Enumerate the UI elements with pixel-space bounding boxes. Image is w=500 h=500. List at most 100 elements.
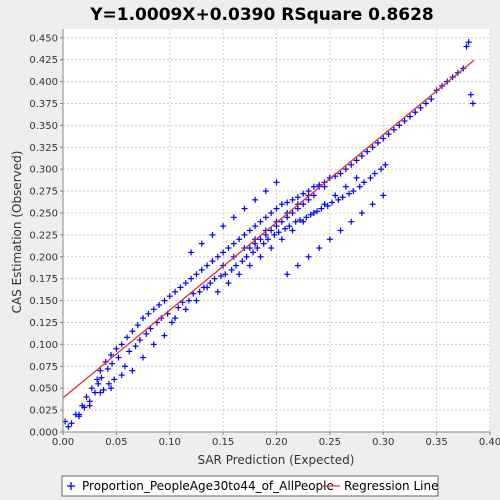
data-point bbox=[113, 345, 120, 352]
y-tick-label: 0.100 bbox=[29, 340, 58, 351]
data-point bbox=[463, 43, 470, 50]
data-point bbox=[168, 319, 175, 326]
data-point bbox=[380, 135, 387, 142]
data-point bbox=[214, 253, 221, 260]
data-point bbox=[356, 183, 363, 190]
data-point bbox=[214, 288, 221, 295]
data-point bbox=[268, 227, 275, 234]
data-point bbox=[262, 214, 269, 221]
legend-box bbox=[61, 475, 439, 497]
data-point bbox=[305, 253, 312, 260]
data-point bbox=[118, 341, 125, 348]
data-point bbox=[81, 404, 88, 411]
data-point bbox=[417, 104, 424, 111]
data-point bbox=[262, 188, 269, 195]
data-point bbox=[246, 245, 253, 252]
data-point bbox=[150, 306, 157, 313]
data-point bbox=[278, 201, 285, 208]
data-point bbox=[316, 245, 323, 252]
data-point bbox=[412, 109, 419, 116]
y-tick-label: 0.150 bbox=[29, 296, 58, 307]
data-point bbox=[284, 214, 291, 221]
data-point bbox=[284, 271, 291, 278]
data-point bbox=[318, 205, 325, 212]
data-point bbox=[124, 334, 131, 341]
data-point bbox=[282, 225, 289, 232]
x-tick-label: 0.40 bbox=[479, 437, 500, 448]
data-point bbox=[100, 386, 107, 393]
data-point bbox=[193, 271, 200, 278]
data-point bbox=[243, 253, 250, 260]
data-point bbox=[65, 423, 72, 430]
data-point bbox=[406, 113, 413, 120]
data-point bbox=[230, 214, 237, 221]
data-point bbox=[88, 385, 95, 392]
data-point bbox=[292, 218, 299, 225]
data-point bbox=[188, 275, 195, 282]
data-point bbox=[337, 170, 344, 177]
data-point bbox=[339, 194, 346, 201]
y-tick-label: 0.200 bbox=[29, 252, 58, 263]
data-point bbox=[271, 231, 278, 238]
data-point bbox=[257, 218, 264, 225]
data-point bbox=[374, 139, 381, 146]
legend-series-label: Proportion_PeopleAge30to44_of_AllPeople bbox=[82, 479, 334, 493]
data-point bbox=[300, 201, 307, 208]
data-point bbox=[132, 343, 139, 350]
data-point bbox=[222, 271, 229, 278]
data-point bbox=[241, 231, 248, 238]
legend: Proportion_PeopleAge30to44_of_AllPeople … bbox=[61, 475, 439, 497]
data-point bbox=[380, 192, 387, 199]
data-point bbox=[342, 166, 349, 173]
data-point bbox=[378, 166, 385, 173]
y-tick-label: 0.125 bbox=[29, 318, 58, 329]
data-point bbox=[284, 199, 291, 206]
data-point bbox=[467, 91, 474, 98]
data-point bbox=[198, 240, 205, 247]
data-point bbox=[321, 201, 328, 208]
data-point bbox=[211, 275, 218, 282]
y-tick-label: 0.075 bbox=[29, 362, 58, 373]
data-point bbox=[196, 288, 203, 295]
y-tick-label: 0.400 bbox=[29, 77, 58, 88]
data-point bbox=[118, 372, 125, 379]
data-point bbox=[230, 240, 237, 247]
data-point bbox=[385, 131, 392, 138]
x-tick-label: 0.05 bbox=[105, 437, 127, 448]
x-tick-label: 0.00 bbox=[52, 437, 74, 448]
data-point bbox=[182, 306, 189, 313]
x-tick-label: 0.10 bbox=[159, 437, 181, 448]
data-point bbox=[76, 411, 83, 418]
data-point bbox=[108, 351, 115, 358]
y-tick-label: 0.225 bbox=[29, 230, 58, 241]
x-axis-label: SAR Prediction (Expected) bbox=[198, 453, 355, 467]
data-point bbox=[310, 209, 317, 216]
data-point bbox=[367, 174, 374, 181]
data-point bbox=[369, 144, 376, 151]
data-point bbox=[465, 39, 472, 46]
data-point bbox=[289, 209, 296, 216]
data-point bbox=[358, 209, 365, 216]
data-point bbox=[143, 330, 150, 337]
data-point bbox=[268, 209, 275, 216]
data-point bbox=[348, 218, 355, 225]
data-point bbox=[268, 245, 275, 252]
data-point bbox=[335, 196, 342, 203]
data-point bbox=[121, 363, 128, 370]
data-point bbox=[140, 315, 147, 322]
data-point bbox=[254, 245, 261, 252]
data-point bbox=[305, 196, 312, 203]
data-point bbox=[275, 229, 282, 236]
data-point bbox=[246, 227, 253, 234]
data-point bbox=[257, 253, 264, 260]
data-point bbox=[150, 341, 157, 348]
data-point bbox=[273, 179, 280, 186]
y-tick-label: 0.300 bbox=[29, 165, 58, 176]
data-point bbox=[92, 389, 99, 396]
x-axis-ticks: 0.00 0.05 0.10 0.15 0.20 0.25 0.30 0.35 0.40 bbox=[52, 432, 500, 448]
data-point bbox=[95, 380, 102, 387]
x-tick-label: 0.30 bbox=[372, 437, 394, 448]
data-point bbox=[273, 223, 280, 230]
data-point bbox=[321, 183, 328, 190]
data-point bbox=[220, 249, 227, 256]
